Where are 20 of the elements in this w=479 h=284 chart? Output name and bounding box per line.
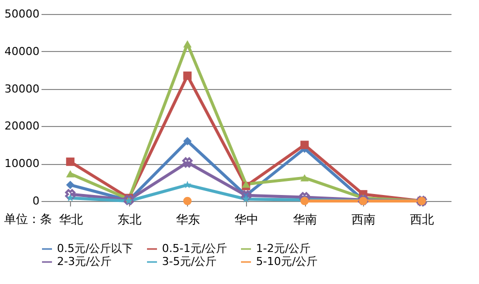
legend-label: 5-10元/公斤 (256, 255, 318, 268)
x-tick-label: 华南 (293, 212, 318, 226)
legend-label: 0.5-1元/公斤 (162, 242, 228, 255)
legend-label: 2-3元/公斤 (57, 255, 112, 268)
y-tick-label: 20000 (4, 120, 40, 133)
x-tick-label: 华东 (176, 212, 200, 226)
x-tick-label: 东北 (117, 212, 142, 226)
legend-label: 3-5元/公斤 (162, 255, 217, 268)
y-tick-label: 0 (32, 194, 40, 208)
x-tick-label: 华北 (58, 212, 83, 226)
x-tick-label: 西南 (352, 212, 376, 226)
legend-label: 1-2元/公斤 (256, 242, 311, 255)
x-tick-label: 西北 (410, 212, 434, 226)
x-tick-label: 华中 (234, 212, 258, 226)
y-tick-label: 40000 (4, 44, 40, 58)
y-tick-label: 30000 (4, 82, 40, 96)
y-tick-label: 50000 (4, 8, 40, 20)
legend-label: 0.5元/公斤以下 (57, 242, 134, 255)
text: 单位：条 (4, 211, 52, 228)
y-tick-label: 10000 (4, 157, 40, 170)
